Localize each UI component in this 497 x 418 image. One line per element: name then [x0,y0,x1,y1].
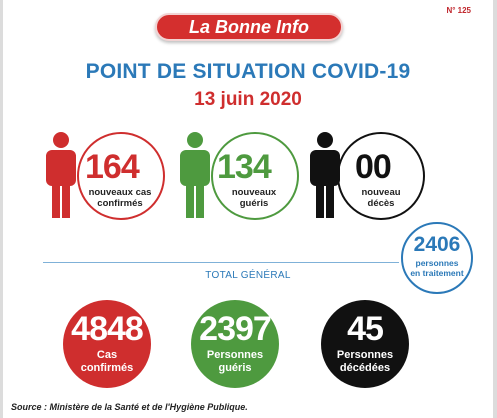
total-deaths-value: 45 [347,310,384,348]
daily-deaths: 00 nouveau décès [307,130,427,225]
person-icon [46,132,76,218]
total-confirmed-value: 4848 [71,310,144,348]
issue-number: N° 125 [446,6,471,15]
total-recovered-label: Personnes guéris [191,349,279,375]
label-line2: confirmés [80,362,134,374]
label-line2: confirmés [97,198,143,209]
daily-confirmed-label: nouveaux cas confirmés [79,187,161,209]
page-title: POINT DE SITUATION COVID-19 [85,60,411,83]
label-line2: en traitement [410,268,464,278]
stat-ring [211,132,299,220]
person-icon [310,132,340,218]
label-line2: décès [367,198,395,209]
total-recovered-value: 2397 [199,310,272,348]
in-treatment-value: 2406 [413,233,461,256]
in-treatment-label: personnes en traitement [403,258,471,278]
divider-line [43,262,399,263]
person-icon [180,132,210,218]
stat-ring [77,132,165,220]
daily-recovered: 134 nouveaux guéris [177,130,299,225]
label-line1: Personnes [336,349,394,361]
label-line1: nouveaux [231,187,277,198]
brand-banner: La Bonne Info [155,13,343,41]
label-line1: nouveau [361,187,401,198]
total-confirmed: 4848 Cas confirmés [63,300,151,388]
daily-confirmed-value: 164 [85,148,140,186]
total-recovered: 2397 Personnes guéris [191,300,279,388]
report-date: 13 juin 2020 [194,89,302,110]
total-confirmed-label: Cas confirmés [63,349,151,375]
label-line2: guéris [239,198,269,209]
daily-deaths-label: nouveau décès [341,187,421,209]
total-deaths-label: Personnes décédées [321,349,409,375]
source-note: Source : Ministère de la Santé et de l'H… [11,402,248,412]
label-line2: décédées [339,362,391,374]
total-deaths: 45 Personnes décédées [321,300,409,388]
infographic: N° 125 La Bonne Info POINT DE SITUATION … [3,0,493,418]
daily-confirmed: 164 nouveaux cas confirmés [43,130,165,225]
daily-deaths-value: 00 [355,148,392,186]
total-label: TOTAL GÉNÉRAL [205,270,291,281]
label-line1: Cas [96,349,118,361]
label-line1: Personnes [206,349,264,361]
daily-recovered-label: nouveaux guéris [213,187,295,209]
label-line1: personnes [415,258,459,268]
label-line2: guéris [218,362,252,374]
label-line1: nouveaux cas [88,187,152,198]
daily-recovered-value: 134 [217,148,272,186]
in-treatment-badge: 2406 personnes en traitement [401,222,473,294]
